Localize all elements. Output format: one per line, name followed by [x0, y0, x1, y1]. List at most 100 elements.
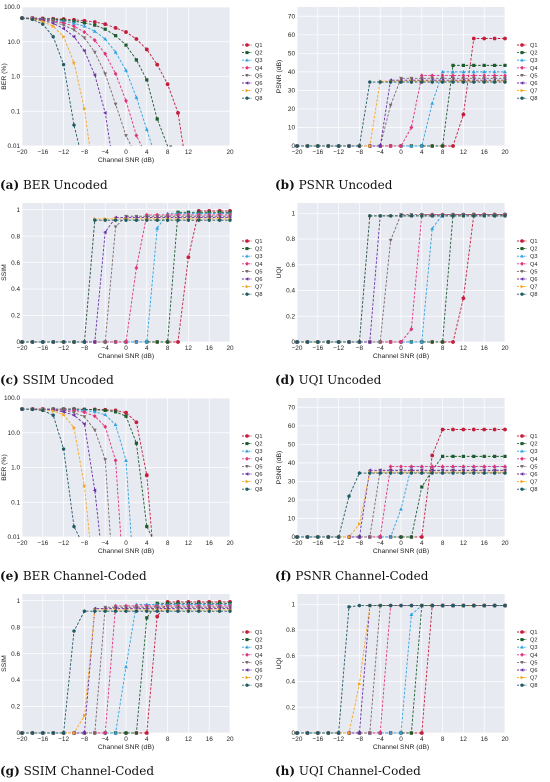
data-point: [124, 339, 128, 344]
legend-marker: [520, 472, 524, 476]
data-point: [409, 730, 414, 735]
legend-label: Q1: [530, 43, 537, 49]
data-point: [92, 339, 97, 344]
x-tick-label: 20: [501, 736, 509, 743]
x-tick-label: 4: [145, 540, 149, 547]
y-axis-label: PSNR (dB): [276, 451, 283, 485]
x-tick-label: 16: [206, 540, 214, 547]
legend-marker: [520, 675, 524, 679]
legend-label: Q1: [530, 630, 537, 636]
legend-marker: [245, 58, 249, 62]
data-point: [155, 614, 160, 618]
data-point: [197, 608, 201, 613]
data-point: [103, 51, 108, 56]
data-point: [134, 217, 139, 222]
data-point: [461, 112, 466, 117]
panel-psnr-coded: −20 −16 −12 −8 −4 0 4 8 12 16 20 0 10 20 30 40 50 60 70 Cha…: [275, 391, 550, 587]
data-point: [92, 50, 97, 55]
data-point: [72, 411, 76, 415]
x-tick-label: 20: [501, 149, 509, 156]
caption-text: BER Uncoded: [19, 177, 108, 192]
data-point: [124, 410, 128, 415]
x-tick-label: −16: [37, 345, 48, 352]
x-tick-label: −20: [17, 540, 28, 547]
data-point: [93, 23, 97, 27]
x-tick-label: 12: [185, 540, 193, 547]
data-point: [145, 217, 149, 222]
caption-ber-coded: (e) BER Channel-Coded: [0, 569, 275, 587]
data-point: [451, 80, 455, 84]
x-tick-label: −20: [292, 540, 303, 547]
data-point: [357, 535, 361, 539]
data-point: [461, 76, 466, 81]
data-point: [155, 225, 160, 230]
data-point: [357, 522, 362, 526]
y-tick-label: 10.0: [8, 430, 21, 437]
x-tick-label: 16: [481, 345, 489, 352]
data-point: [461, 80, 466, 84]
x-tick-label: 20: [226, 149, 234, 156]
legend-marker: [245, 472, 249, 476]
y-tick-label: 0.8: [11, 233, 20, 240]
data-point: [103, 36, 108, 41]
x-tick-label: 12: [460, 149, 468, 156]
data-point: [440, 76, 445, 81]
data-point: [492, 73, 497, 78]
data-point: [124, 68, 128, 72]
legend-label: Q1: [255, 43, 262, 49]
data-point: [409, 326, 414, 331]
legend-marker: [520, 253, 524, 258]
data-point: [155, 217, 159, 222]
data-point: [124, 43, 128, 47]
data-point: [305, 535, 310, 539]
series-line-q5: [22, 408, 111, 538]
data-point: [440, 468, 445, 473]
x-tick-label: −4: [102, 345, 110, 352]
data-point: [378, 144, 382, 148]
data-point: [20, 16, 24, 20]
data-point: [472, 63, 476, 67]
data-point: [124, 664, 128, 668]
data-point: [82, 106, 87, 111]
data-point: [316, 730, 320, 735]
legend-label: Q6: [530, 668, 537, 674]
data-point: [430, 213, 434, 218]
data-point: [399, 80, 403, 84]
series-q8: [295, 471, 507, 539]
y-tick-label: 1: [291, 601, 295, 608]
data-point: [482, 36, 487, 41]
data-point: [378, 213, 382, 218]
legend-label: Q7: [530, 89, 537, 95]
data-point: [357, 339, 362, 344]
legend-marker: [520, 637, 524, 641]
data-point: [41, 22, 45, 27]
x-axis-label: Channel SNR (dB): [98, 744, 154, 751]
data-point: [430, 471, 434, 475]
x-axis-label: Channel SNR (dB): [98, 353, 154, 360]
x-tick-label: −20: [17, 149, 28, 156]
legend-label: Q3: [530, 58, 537, 64]
data-point: [41, 19, 45, 24]
series-q8: [20, 407, 80, 538]
data-point: [72, 21, 76, 25]
data-point: [336, 730, 341, 735]
data-point: [305, 730, 310, 735]
legend-label: Q6: [530, 277, 537, 283]
data-point: [113, 730, 118, 734]
data-point: [430, 76, 435, 81]
y-tick-label: 0.2: [11, 312, 20, 319]
legend-marker: [520, 246, 524, 250]
data-point: [482, 468, 486, 473]
data-point: [430, 226, 435, 230]
data-point: [419, 535, 424, 539]
data-point: [492, 471, 497, 475]
y-tick-label: 100.0: [4, 395, 20, 402]
data-point: [503, 63, 507, 67]
data-point: [145, 615, 149, 619]
y-tick-label: 10: [288, 516, 296, 523]
y-tick-label: 50: [288, 51, 296, 58]
x-tick-label: 8: [441, 736, 445, 743]
x-tick-label: −16: [312, 345, 323, 352]
y-tick-label: 20: [288, 106, 296, 113]
